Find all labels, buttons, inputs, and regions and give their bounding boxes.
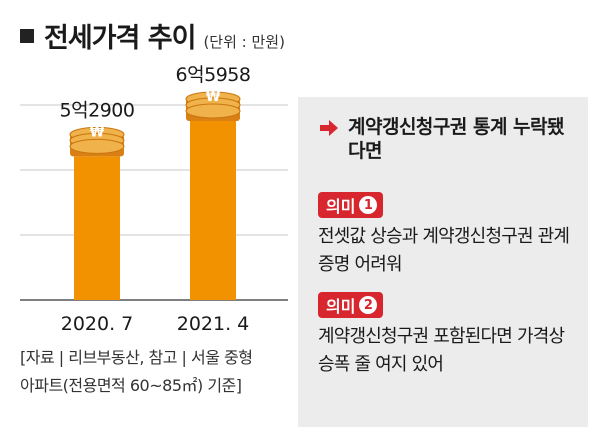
point-badge-1: 의미 1: [318, 192, 384, 218]
bar-group: ₩: [69, 125, 125, 300]
bar-group: ₩: [185, 90, 241, 300]
panel-header: 계약갱신청구권 통계 누락됐다면: [318, 115, 568, 163]
data-label: 5억2900: [60, 99, 135, 121]
coin-icon: [69, 138, 125, 154]
data-label: 6억5958: [176, 64, 251, 86]
point-text-2: 계약갱신청구권 포함된다면 가격상승폭 줄 여지 있어: [318, 326, 565, 375]
won-symbol-icon: ₩: [90, 125, 105, 140]
badge-label: 의미: [326, 297, 356, 316]
point-badge-2: 의미 2: [318, 292, 384, 318]
bars-group: ₩₩: [69, 90, 241, 300]
number-circle-icon: 1: [359, 196, 378, 214]
source-line-1: [자료 | 리브부동산, 참고 | 서울 중형: [20, 348, 253, 367]
insight-panel: 계약갱신청구권 통계 누락됐다면 의미 1 전셋값 상승과 계약갱신청구권 관계…: [298, 97, 588, 427]
coin-icon: [185, 103, 241, 119]
title-bullet-icon: [20, 28, 34, 43]
source-note: [자료 | 리브부동산, 참고 | 서울 중형 아파트(전용면적 60~85㎡)…: [20, 344, 253, 400]
panel-heading: 계약갱신청구권 통계 누락됐다면: [348, 116, 565, 162]
number-circle-icon: 2: [359, 296, 378, 314]
bar: [74, 156, 120, 300]
source-line-2: 아파트(전용면적 60~85㎡) 기준]: [20, 376, 242, 395]
labels-group: 5억2900 2020. 7 6억5958 2021. 4: [60, 64, 251, 335]
category-label: 2021. 4: [177, 313, 250, 335]
category-label: 2020. 7: [61, 313, 134, 335]
arrow-right-icon: [320, 120, 338, 136]
badge-label: 의미: [326, 197, 356, 216]
bar: [190, 120, 236, 300]
point-text-1: 전셋값 상승과 계약갱신청구권 관계 증명 어려워: [318, 226, 570, 275]
unit-label: (단위 : 만원): [203, 33, 285, 51]
chart-header: 전세가격 추이 (단위 : 만원): [20, 16, 285, 55]
gridlines: [20, 104, 288, 301]
chart-title: 전세가격 추이: [44, 23, 196, 54]
won-symbol-icon: ₩: [206, 90, 221, 105]
